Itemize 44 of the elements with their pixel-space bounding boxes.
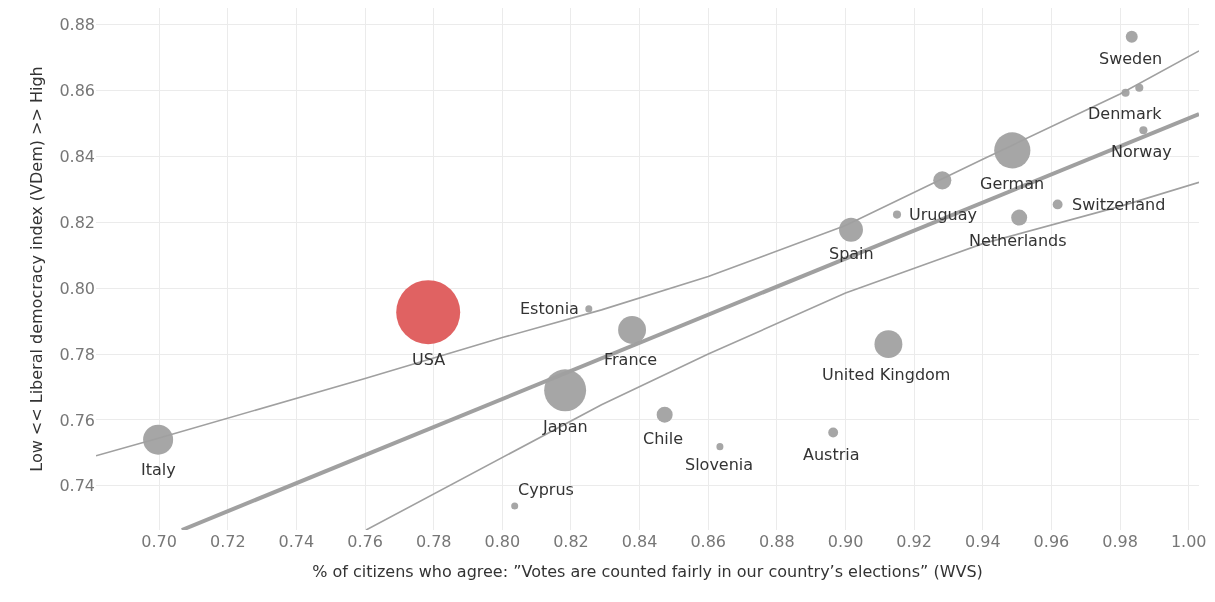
annotation: France	[604, 350, 658, 369]
x-tick-label: 0.94	[964, 532, 1001, 551]
x-tick-label: 0.98	[1102, 532, 1138, 551]
x-tick-label: 1.00	[1170, 532, 1207, 551]
annotation: Slovenia	[685, 455, 754, 474]
y-tick-label: 0.86	[59, 80, 95, 100]
x-tick-label: 0.72	[209, 532, 246, 551]
annotation: Italy	[141, 460, 176, 479]
annotation: Chile	[643, 429, 684, 448]
y-axis-title: Low << Liberal democracy index (VDem) >> High	[27, 66, 47, 472]
x-tick-label: 0.74	[278, 532, 315, 551]
x-tick-label: 0.92	[896, 532, 932, 551]
x-tick-label: 0.80	[484, 532, 521, 551]
annotation: Spain	[829, 244, 874, 263]
annotation: German	[980, 174, 1045, 193]
annotation: USA	[412, 350, 446, 369]
annotation: Sweden	[1099, 49, 1163, 68]
y-tick-label: 0.76	[59, 410, 95, 430]
y-tick-label: 0.80	[59, 278, 95, 298]
x-tick-label: 0.76	[347, 532, 383, 551]
x-tick-label: 0.82	[553, 532, 589, 551]
x-tick-label: 0.90	[827, 532, 864, 551]
y-tick-label: 0.78	[59, 344, 95, 364]
annotation: Denmark	[1088, 104, 1163, 123]
y-tick-label: 0.84	[59, 146, 95, 166]
annotation: United Kingdom	[822, 365, 951, 384]
annotation: Austria	[803, 445, 860, 464]
x-tick-label: 0.84	[621, 532, 658, 551]
annotation: Switzerland	[1072, 195, 1166, 214]
y-tick-label: 0.74	[59, 476, 95, 496]
x-tick-label: 0.96	[1033, 532, 1070, 551]
x-tick-label: 0.88	[759, 532, 795, 551]
x-axis-title: % of citizens who agree: ”Votes are counted fairly in our country’s elections” (WVS)	[312, 561, 983, 581]
annotation: Norway	[1111, 142, 1172, 161]
x-tick-label: 0.78	[415, 532, 452, 551]
annotation: Cyprus	[518, 480, 574, 499]
x-tick-label: 0.70	[141, 532, 177, 551]
y-tick-label: 0.82	[59, 212, 95, 232]
annotation: Uruguay	[909, 205, 977, 224]
annotation: Estonia	[520, 299, 579, 318]
y-tick-label: 0.88	[59, 15, 95, 35]
annotation: Japan	[542, 417, 588, 436]
annotation: Netherlands	[969, 231, 1067, 250]
x-tick-label: 0.86	[690, 532, 727, 551]
